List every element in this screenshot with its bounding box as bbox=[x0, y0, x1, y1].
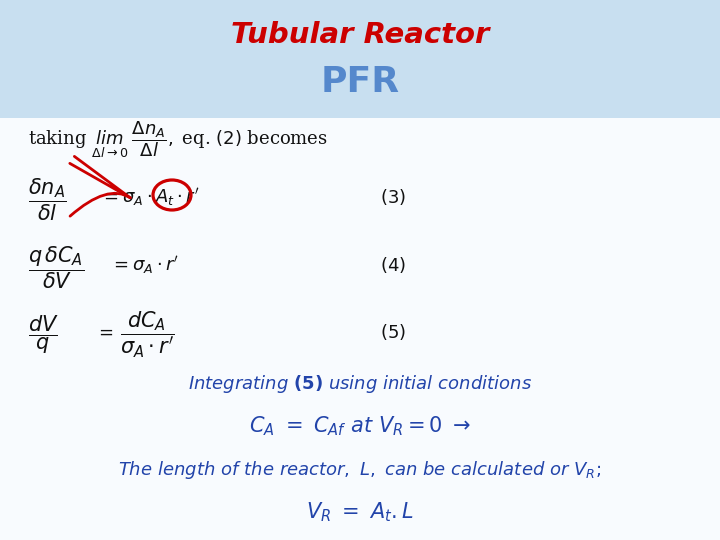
Text: $(4)$: $(4)$ bbox=[380, 255, 406, 275]
Text: $\it{The\ length\ of\ the\ reactor,\ L,\ can\ be\ calculated\ or\ V_{R};}$: $\it{The\ length\ of\ the\ reactor,\ L,\… bbox=[118, 459, 602, 481]
Text: $\dfrac{\delta n_{A}}{\delta l}$: $\dfrac{\delta n_{A}}{\delta l}$ bbox=[28, 177, 66, 223]
Text: $\dfrac{dV}{q}$: $\dfrac{dV}{q}$ bbox=[28, 314, 59, 356]
Bar bbox=[0, 0, 720, 118]
Text: $= \sigma_{A} \cdot A_{t} \cdot r^{\prime}$: $= \sigma_{A} \cdot A_{t} \cdot r^{\prim… bbox=[100, 186, 199, 208]
Text: $\it{Integrating}$ $\mathbf{(5)}$ $\it{using\ initial\ conditions}$: $\it{Integrating}$ $\mathbf{(5)}$ $\it{u… bbox=[188, 373, 532, 395]
Text: $(3)$: $(3)$ bbox=[380, 187, 406, 207]
Text: taking $\underset{\Delta l \rightarrow 0}{lim}$$\;\dfrac{\Delta n_{A}}{\Delta l}: taking $\underset{\Delta l \rightarrow 0… bbox=[28, 119, 328, 160]
Text: $V_{R}\ =\ A_{t}.L$: $V_{R}\ =\ A_{t}.L$ bbox=[306, 500, 414, 524]
Text: $=$: $=$ bbox=[95, 323, 114, 341]
Text: $= \sigma_{A} \cdot r^{\prime}$: $= \sigma_{A} \cdot r^{\prime}$ bbox=[110, 254, 179, 276]
Text: $\dfrac{dC_{A}}{\sigma_{A} \cdot r^{\prime}}$: $\dfrac{dC_{A}}{\sigma_{A} \cdot r^{\pri… bbox=[120, 310, 175, 360]
Text: $C_{A}\ =\ C_{Af}$$\ \it{at}\ $$V_{R}= 0\ \rightarrow$: $C_{A}\ =\ C_{Af}$$\ \it{at}\ $$V_{R}= 0… bbox=[248, 414, 472, 438]
Text: Tubular Reactor: Tubular Reactor bbox=[231, 21, 489, 49]
Text: PFR: PFR bbox=[320, 65, 400, 99]
Text: $\dfrac{q\,\delta C_{A}}{\delta V}$: $\dfrac{q\,\delta C_{A}}{\delta V}$ bbox=[28, 245, 84, 291]
Bar bbox=[0, 118, 720, 540]
Text: $(5)$: $(5)$ bbox=[380, 322, 406, 342]
